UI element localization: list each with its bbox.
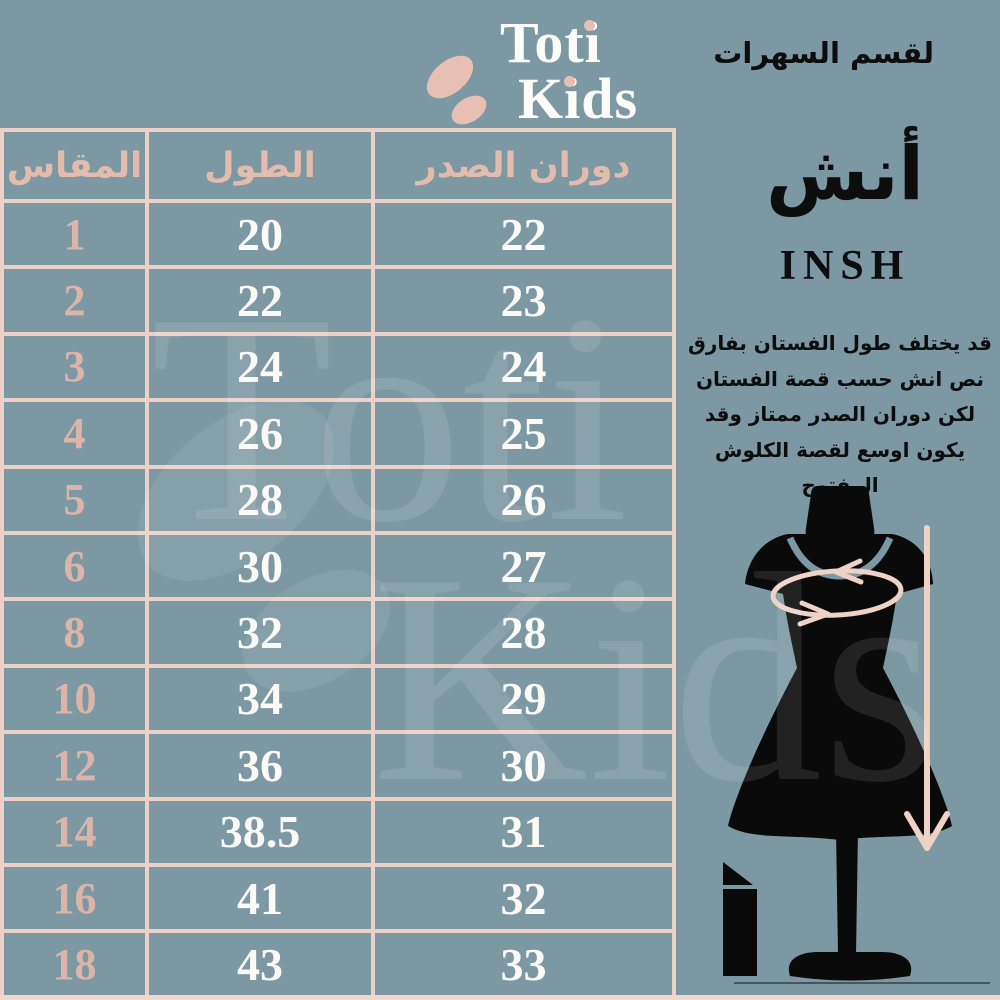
table-cell-chest: 33: [375, 933, 672, 996]
table-cell-size: 3: [4, 335, 145, 399]
table-cell-length: 30: [149, 534, 371, 598]
table-cell-chest: 26: [375, 468, 672, 531]
table-cell-length: 20: [149, 203, 371, 266]
logo-text-kids: Kids: [518, 66, 639, 131]
mannequin-stand: [788, 830, 912, 981]
table-cell-size: 2: [4, 269, 145, 332]
brand-logo: Toti Kids: [408, 8, 688, 128]
table-cell-size: 16: [4, 866, 145, 930]
table-cell-chest: 32: [375, 866, 672, 930]
table-cell-length: 22: [149, 269, 371, 332]
table-cell-length: 34: [149, 667, 371, 731]
logo-text-toti: Toti: [500, 10, 602, 75]
table-cell-length: 38.5: [149, 800, 371, 863]
table-cell-size: 6: [4, 534, 145, 598]
table-cell-size: 14: [4, 800, 145, 863]
table-cell-chest: 25: [375, 402, 672, 465]
measurement-note: قد يختلف طول الفستان بفارق نص انش حسب قص…: [688, 331, 992, 498]
table-cell-length: 41: [149, 866, 371, 930]
table-cell-chest: 24: [375, 335, 672, 399]
logo-i-dot: [584, 20, 595, 31]
table-cell-chest: 28: [375, 601, 672, 664]
column-header-size: المقاس: [4, 132, 145, 199]
table-cell-length: 24: [149, 335, 371, 399]
section-label: لقسم السهرات: [713, 36, 934, 70]
table-cell-size: 5: [4, 468, 145, 531]
column-header-length: الطول: [149, 132, 371, 199]
length-measure-arrow: [904, 525, 950, 851]
column-header-chest: دوران الصدر: [375, 132, 672, 199]
table-cell-length: 43: [149, 933, 371, 996]
table-cell-chest: 22: [375, 203, 672, 266]
table-cell-length: 36: [149, 734, 371, 797]
logo-i-dot: [564, 76, 575, 87]
table-cell-size: 4: [4, 402, 145, 465]
flag-shape: [723, 862, 757, 976]
bottom-border-strip: [0, 995, 1000, 1000]
table-cell-size: 12: [4, 734, 145, 797]
table-cell-size: 1: [4, 203, 145, 266]
mannequin-neck: [805, 486, 875, 546]
unit-label-latin: INSH: [779, 243, 911, 289]
table-cell-length: 32: [149, 601, 371, 664]
table-cell-chest: 31: [375, 800, 672, 863]
size-table: المقاس الطول دوران الصدر 1 20 22 2 22 23 3 24 24…: [0, 128, 676, 1000]
table-cell-chest: 23: [375, 269, 672, 332]
table-cell-size: 10: [4, 667, 145, 731]
chest-measure-arrow: [770, 558, 904, 627]
dress-mannequin-illustration: [723, 486, 990, 984]
table-cell-length: 26: [149, 402, 371, 465]
dress-silhouette: [728, 534, 952, 840]
table-cell-chest: 29: [375, 667, 672, 731]
table-cell-chest: 30: [375, 734, 672, 797]
unit-label-arabic: أنش: [766, 131, 924, 217]
table-cell-length: 28: [149, 468, 371, 531]
table-cell-chest: 27: [375, 534, 672, 598]
table-cell-size: 18: [4, 933, 145, 996]
table-cell-size: 8: [4, 601, 145, 664]
butterfly-icon: [426, 55, 487, 125]
